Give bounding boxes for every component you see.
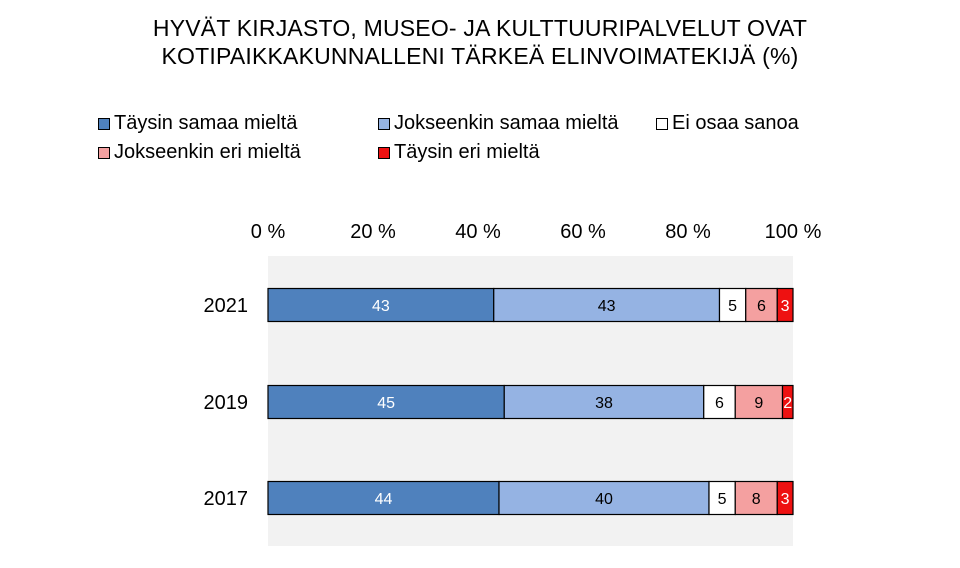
data-label: 3 — [781, 491, 790, 508]
legend-label: Jokseenkin samaa mieltä — [394, 112, 619, 134]
data-label: 5 — [718, 491, 727, 508]
chart-title-line-2: KOTIPAIKKAKUNNALLENI TÄRKEÄ ELINVOIMATEK… — [161, 43, 799, 69]
chart-title: HYVÄT KIRJASTO, MUSEO- JA KULTTUURIPALVE… — [0, 14, 960, 70]
data-label: 6 — [757, 298, 766, 315]
bar-segment — [493, 287, 721, 323]
chart-legend: Täysin samaa mieltä Jokseenkin samaa mie… — [0, 0, 960, 200]
legend-label: Jokseenkin eri mieltä — [114, 141, 301, 163]
bar-segment — [745, 287, 778, 323]
data-label: 2 — [783, 395, 792, 412]
x-tick-label: 60 % — [560, 221, 606, 243]
legend-swatch — [98, 146, 110, 159]
category-label: 2017 — [204, 488, 249, 510]
legend-label: Täysin samaa mieltä — [114, 112, 298, 134]
data-label: 43 — [372, 298, 390, 315]
x-tick-label: 20 % — [350, 221, 396, 243]
bar-segment — [267, 287, 495, 323]
bar-segment — [776, 287, 794, 323]
data-label: 8 — [752, 491, 761, 508]
legend-item-jokseenkin-eri: Jokseenkin eri mieltä — [98, 141, 301, 164]
data-label: 44 — [375, 491, 393, 508]
bar-segment — [503, 384, 705, 420]
bar-segment — [498, 480, 710, 516]
chart-title-line-1: HYVÄT KIRJASTO, MUSEO- JA KULTTUURIPALVE… — [152, 15, 808, 41]
bar-segment — [734, 480, 778, 516]
category-label: 2021 — [204, 295, 249, 317]
data-label: 38 — [595, 395, 613, 412]
data-label: 43 — [598, 298, 616, 315]
bar-segment — [734, 384, 784, 420]
x-tick-label: 40 % — [455, 221, 501, 243]
data-label: 40 — [595, 491, 613, 508]
legend-item-taysin-samaa: Täysin samaa mieltä — [98, 112, 297, 135]
data-label: 6 — [715, 395, 724, 412]
bar-segment — [267, 480, 500, 516]
data-label: 3 — [781, 298, 790, 315]
legend-label: Ei osaa sanoa — [672, 112, 799, 134]
legend-swatch — [378, 146, 390, 159]
bar-segment — [776, 480, 794, 516]
legend-item-taysin-eri: Täysin eri mieltä — [378, 141, 540, 164]
legend-item-ei-osaa-sanoa: Ei osaa sanoa — [656, 112, 799, 135]
bar-segment — [708, 480, 736, 516]
x-tick-label: 80 % — [665, 221, 711, 243]
x-tick-label: 100 % — [765, 221, 822, 243]
data-label: 45 — [377, 395, 395, 412]
category-label: 2019 — [204, 392, 249, 414]
x-tick-label: 0 % — [251, 221, 286, 243]
bar-segment — [781, 384, 794, 420]
data-label: 5 — [728, 298, 737, 315]
legend-swatch — [656, 117, 668, 130]
legend-swatch — [378, 117, 390, 130]
legend-item-jokseenkin-samaa: Jokseenkin samaa mieltä — [378, 112, 619, 135]
legend-swatch — [98, 117, 110, 130]
bar-segment — [718, 287, 747, 323]
data-label: 9 — [754, 395, 763, 412]
legend-label: Täysin eri mieltä — [394, 141, 540, 163]
